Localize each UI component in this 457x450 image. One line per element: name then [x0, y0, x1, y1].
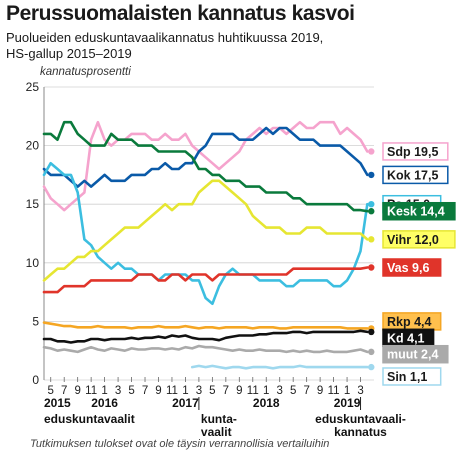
series-line-muut: [42, 344, 369, 354]
footnote: Tutkimuksen tulokset ovat ole täysin ver…: [30, 438, 330, 450]
series-line-rkp: [42, 321, 369, 330]
series-end-dot-kok: [368, 171, 375, 179]
series-label-kesk: Kesk 14,4: [387, 205, 445, 219]
x-tick-label: 9: [155, 385, 161, 397]
series-label-box-sdp: [382, 142, 449, 161]
series-line-vas: [42, 266, 369, 294]
x-tick-label: 1: [263, 385, 269, 397]
event-label: eduskuntavaalit: [44, 412, 135, 426]
chart-title: Perussuomalaisten kannatus kasvoi: [6, 2, 355, 25]
y-tick-label: 25: [26, 80, 40, 94]
event-label: kannatus: [334, 425, 387, 439]
y-tick-label: 5: [32, 314, 39, 328]
series-label-box-vas: [382, 258, 442, 277]
x-year-label: 2019: [334, 396, 361, 410]
series-end-dot-sin: [368, 363, 375, 371]
series-label-vihr: Vihr 12,0: [387, 233, 439, 247]
event-label: kunta-: [201, 412, 237, 426]
series-label-vas: Vas 9,6: [387, 261, 429, 275]
x-tick-label: 5: [128, 385, 134, 397]
x-year-label: 2015: [44, 396, 71, 410]
series-label-kd: Kd 4,1: [387, 331, 425, 345]
series-end-dot-sdp: [368, 148, 375, 155]
series-line-ps: [42, 161, 369, 306]
series-end-dot-ps: [368, 201, 375, 208]
series-label-sdp: Sdp 19,5: [387, 145, 438, 159]
x-tick-label: 7: [223, 385, 229, 397]
y-tick-label: 15: [26, 197, 40, 211]
x-year-label: 2017: [172, 396, 199, 410]
y-tick-label: 10: [26, 256, 40, 270]
x-tick-label: 5: [290, 385, 296, 397]
x-tick-label: 3: [196, 385, 202, 397]
series-end-dot-muut: [368, 348, 375, 356]
series-line-kesk: [42, 120, 369, 213]
series-line-kd: [42, 329, 369, 344]
x-year-label: 2016: [91, 396, 118, 410]
series-label-rkp: Rkp 4,4: [387, 315, 432, 329]
series-end-dot-vas: [368, 264, 375, 271]
series-label-box-vihr: [382, 230, 456, 249]
event-label: eduskuntavaali-: [315, 412, 406, 426]
y-tick-label: 20: [26, 139, 40, 153]
chart-subtitle-line-2: HS-gallup 2015–2019: [6, 46, 132, 61]
x-tick-label: 5: [209, 385, 215, 397]
x-tick-label: 1: [101, 385, 107, 397]
series-label-box-sin: [382, 367, 442, 386]
y-tick-label: 0: [32, 373, 39, 387]
event-label: vaalit: [201, 425, 232, 439]
series-end-dot-kesk: [368, 208, 375, 215]
x-tick-label: 11: [328, 385, 340, 397]
x-tick-label: 1: [344, 385, 350, 397]
series-label-muut: muut 2,4: [387, 348, 438, 362]
x-year-label: 2018: [253, 396, 280, 410]
series-line-vihr: [42, 179, 369, 282]
y-axis-label: kannatusprosentti: [40, 66, 131, 78]
series-line-sdp: [42, 120, 369, 212]
series-end-dot-kd: [368, 328, 375, 336]
x-tick-label: 3: [277, 385, 283, 397]
series-end-dot-vihr: [368, 236, 375, 243]
x-tick-label: 11: [85, 385, 97, 397]
series-line-kok: [42, 126, 369, 188]
x-tick-label: 11: [166, 385, 178, 397]
x-tick-label: 9: [317, 385, 323, 397]
series-label-sin: Sin 1,1: [387, 370, 427, 384]
series-label-kok: Kok 17,5: [387, 168, 438, 182]
series-label-box-kesk: [382, 201, 456, 221]
chart-subtitle-line-1: Puolueiden eduskuntavaalikannatus huhtik…: [6, 30, 324, 45]
x-tick-label: 7: [142, 385, 148, 397]
x-tick-label: 9: [74, 385, 80, 397]
x-tick-label: 5: [48, 385, 54, 397]
x-tick-label: 1: [182, 385, 188, 397]
series-label-box-kok: [382, 165, 449, 185]
series-label-box-muut: [382, 344, 449, 364]
series-line-sin: [190, 364, 369, 370]
x-tick-label: 3: [357, 385, 363, 397]
x-tick-label: 7: [61, 385, 67, 397]
x-tick-label: 7: [303, 385, 309, 397]
x-tick-label: 9: [236, 385, 242, 397]
x-tick-label: 11: [247, 385, 259, 397]
x-tick-label: 3: [115, 385, 121, 397]
